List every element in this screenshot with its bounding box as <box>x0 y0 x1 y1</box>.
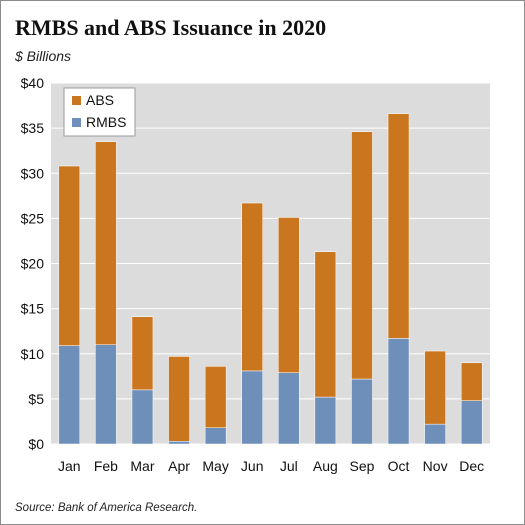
x-tick-label: Dec <box>459 458 484 474</box>
source-note: Source: Bank of America Research. <box>15 502 198 514</box>
x-tick-label: Oct <box>388 458 410 474</box>
bar-abs-sep <box>351 131 373 380</box>
y-tick-label: $25 <box>21 210 45 226</box>
y-axis: $0 $5 $10 $15 $20 $25 $30 $35 $40 <box>21 75 45 452</box>
bar-rmbs-jan <box>58 345 81 445</box>
x-tick-label: Mar <box>130 458 154 474</box>
bar-rmbs-feb <box>95 344 117 445</box>
x-tick-label: Jun <box>241 458 264 474</box>
x-tick-label: Sep <box>349 458 374 474</box>
bar-rmbs-aug <box>314 396 337 445</box>
gridlines <box>51 82 490 445</box>
x-tick-label: Nov <box>423 458 448 474</box>
chart-subtitle: $ Billions <box>15 48 72 64</box>
y-tick-label: $30 <box>21 165 45 181</box>
y-tick-label: $10 <box>21 346 45 362</box>
x-tick-label: Apr <box>168 458 190 474</box>
bar-abs-nov <box>424 350 446 425</box>
x-tick-label: Jul <box>280 458 298 474</box>
bar-abs-jul <box>278 217 300 373</box>
bar-abs-apr <box>168 356 190 442</box>
bar-abs-may <box>204 366 227 429</box>
x-tick-label: Aug <box>313 458 338 474</box>
bar-rmbs-nov <box>424 423 446 445</box>
bars <box>58 113 483 445</box>
chart-title: RMBS and ABS Issuance in 2020 <box>15 15 327 40</box>
legend-swatch-abs <box>72 96 81 105</box>
bar-rmbs-sep <box>351 378 373 445</box>
bar-abs-oct <box>387 113 410 339</box>
y-tick-label: $0 <box>28 436 44 452</box>
x-tick-label: May <box>202 458 228 474</box>
bar-abs-aug <box>314 251 337 398</box>
x-tick-label: Jan <box>58 458 81 474</box>
bar-rmbs-jul <box>278 372 300 445</box>
y-tick-label: $35 <box>21 120 45 136</box>
x-tick-label: Feb <box>94 458 118 474</box>
y-tick-label: $15 <box>21 301 45 317</box>
legend-swatch-rmbs <box>72 118 81 127</box>
bar-rmbs-oct <box>387 338 410 445</box>
x-axis: Jan Feb Mar Apr May Jun Jul Aug Sep Oct Nov Dec <box>58 458 484 474</box>
bar-abs-feb <box>95 141 117 345</box>
bar-rmbs-jun <box>241 370 263 445</box>
legend-label-abs: ABS <box>86 92 114 108</box>
legend-label-rmbs: RMBS <box>86 114 126 130</box>
bar-rmbs-dec <box>460 400 483 445</box>
y-tick-label: $40 <box>21 75 45 91</box>
bar-abs-jun <box>241 202 263 372</box>
bar-abs-jan <box>58 165 81 346</box>
bar-rmbs-mar <box>131 389 154 445</box>
legend: ABS RMBS <box>63 87 136 137</box>
bar-rmbs-apr <box>168 441 190 445</box>
y-tick-label: $5 <box>28 391 44 407</box>
y-tick-label: $20 <box>21 256 45 272</box>
bar-abs-mar <box>131 316 154 391</box>
bar-abs-dec <box>460 362 483 401</box>
bar-rmbs-may <box>204 427 227 445</box>
